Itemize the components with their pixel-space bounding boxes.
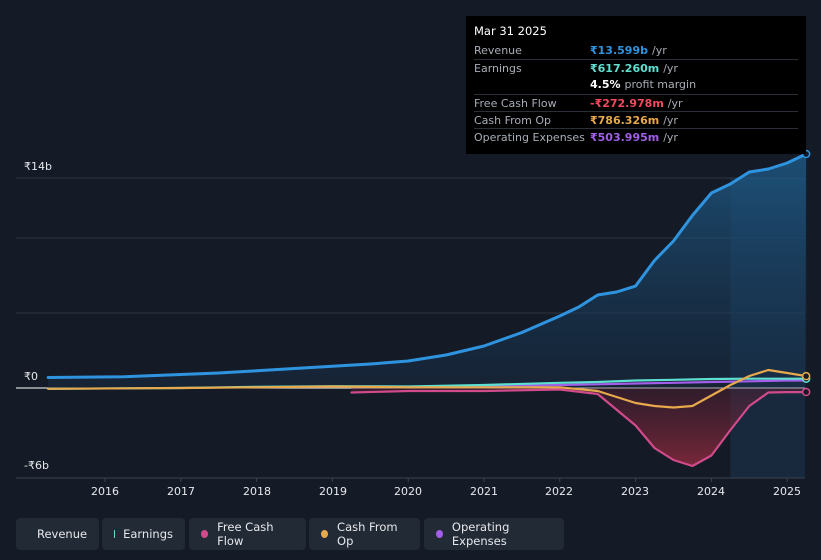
y-tick-label: -₹6b [24,459,49,472]
legend-item-revenue[interactable]: Revenue [16,518,99,550]
tooltip-unit: /yr [667,96,683,110]
tooltip-unit: /yr [663,113,678,127]
tooltip-row-operating-expenses: Operating Expenses ₹503.995m /yr [474,127,798,145]
data-tooltip: Mar 31 2025 Revenue ₹13.599b /yr Earning… [466,16,806,154]
tooltip-value: -₹272.978m [590,96,664,110]
free-cash-flow-end-point [801,387,811,397]
x-tick-label: 2019 [319,485,347,498]
tooltip-value: ₹503.995m [590,130,660,144]
cash-from-op-end-point [801,371,811,381]
legend-label: Revenue [37,527,88,541]
tooltip-row-cash-from-op: Cash From Op ₹786.326m /yr [474,110,798,128]
legend-item-operating-expenses[interactable]: Operating Expenses [424,518,564,550]
tooltip-unit: /yr [651,44,667,57]
tooltip-unit: /yr [663,130,678,144]
x-tick-label: 2025 [773,485,801,498]
tooltip-value: 4.5% [590,78,621,92]
tooltip-row-revenue: Revenue ₹13.599b /yr [474,42,798,59]
tooltip-unit: profit margin [624,78,697,92]
operating-expenses-line [426,379,808,389]
legend-dot-icon [436,530,443,538]
free-cash-flow-line [350,388,808,468]
cash-from-op-line [47,368,808,409]
x-tick-label: 2023 [621,485,649,498]
tooltip-label: Operating Expenses [474,130,585,144]
revenue-area [48,154,807,388]
legend-dot-icon [321,530,329,538]
legend-label: Free Cash Flow [217,520,274,548]
y-tick-label: ₹14b [24,160,52,173]
tooltip-label: Free Cash Flow [474,96,557,110]
legend-label: Cash From Op [337,520,398,548]
legend-item-free-cash-flow[interactable]: Free Cash Flow [189,518,306,550]
legend-item-cash-from-op[interactable]: Cash From Op [309,518,420,550]
tooltip-date: Mar 31 2025 [474,24,547,38]
x-tick-label: 2020 [394,485,422,498]
legend-dot-icon [201,530,209,538]
tooltip-row-earnings: Earnings ₹617.260m /yr [474,59,798,76]
legend-item-earnings[interactable]: Earnings [102,518,185,550]
x-tick-label: 2024 [697,485,725,498]
tooltip-label: Cash From Op [474,113,552,127]
tooltip-label: Earnings [474,62,522,76]
x-tick-label: 2018 [243,485,271,498]
y-tick-label: ₹0 [24,370,38,383]
tooltip-row-free-cash-flow: Free Cash Flow -₹272.978m /yr [474,93,798,111]
tooltip-row-profit-margin: 4.5% profit margin [474,76,798,93]
legend-label: Earnings [123,527,173,541]
x-tick-label: 2016 [91,485,119,498]
x-tick-label: 2022 [545,485,573,498]
tooltip-label: Revenue [474,44,522,57]
revenue-line [46,152,808,379]
free-cash-flow-area [351,388,807,466]
x-tick-label: 2021 [470,485,498,498]
tooltip-label [474,76,590,93]
tooltip-value: ₹617.260m [590,62,660,76]
tooltip-unit: /yr [663,62,678,76]
tooltip-value: ₹786.326m [590,113,660,127]
legend-label: Operating Expenses [451,520,510,548]
x-tick-label: 2017 [167,485,195,498]
tooltip-value: ₹13.599b [590,44,648,57]
